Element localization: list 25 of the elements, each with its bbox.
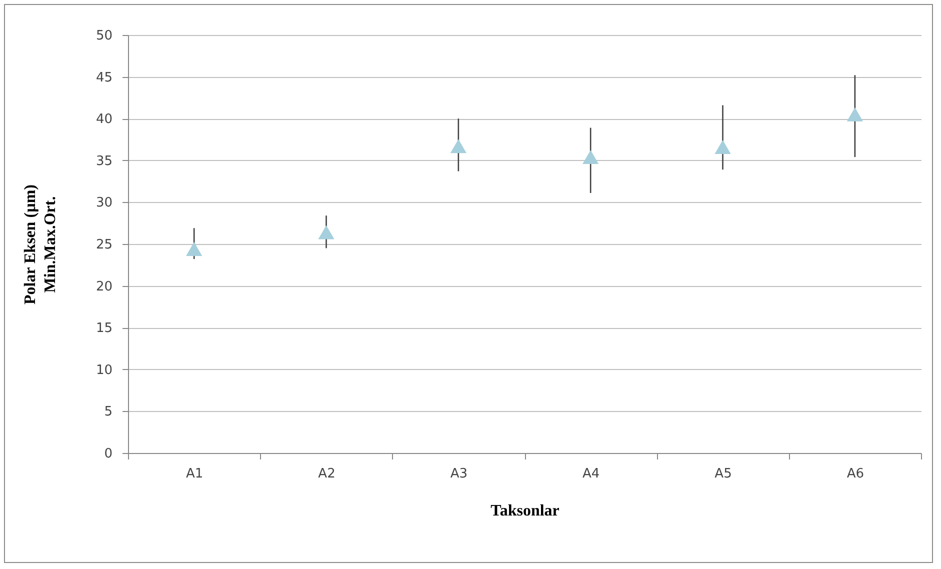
y-axis-title: Polar Eksen (µm) Min.Max.Ort.	[22, 184, 59, 305]
y-tick-label: 50	[96, 28, 112, 44]
point	[318, 225, 334, 240]
point	[582, 150, 599, 164]
y-tick-label: 45	[96, 70, 112, 86]
y-tick-label: 20	[96, 279, 112, 294]
point	[186, 242, 202, 256]
point	[714, 140, 731, 154]
y-tick-label: 0	[104, 446, 112, 462]
x-tick-label: A3	[450, 466, 468, 482]
x-tick-label: A2	[318, 466, 336, 482]
y-tick-label: 30	[96, 196, 112, 211]
point	[450, 139, 466, 154]
y-tick-label: 35	[96, 154, 112, 169]
x-tick-label: A6	[846, 466, 864, 482]
x-axis-title: Taksonlar	[490, 502, 560, 520]
x-tick-label: A1	[186, 466, 204, 482]
y-tick-label: 15	[96, 321, 112, 336]
y-tick-label: 25	[96, 238, 112, 252]
x-tick-label: A5	[714, 466, 732, 482]
y-tick-label: 10	[96, 362, 112, 378]
point	[846, 107, 863, 122]
x-tick-label: A4	[582, 466, 600, 482]
y-tick-label: 5	[104, 404, 112, 420]
y-tick-label: 40	[96, 112, 112, 128]
